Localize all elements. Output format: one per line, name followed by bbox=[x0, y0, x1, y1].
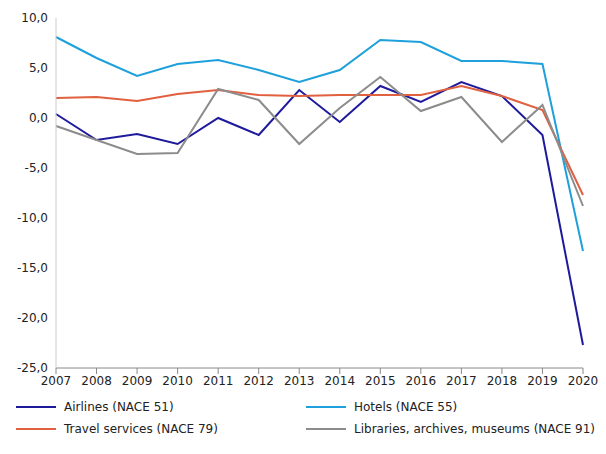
svg-text:2012: 2012 bbox=[243, 374, 274, 388]
svg-text:5,0: 5,0 bbox=[29, 61, 48, 75]
html-text:Hotels (NACE 55): Hotels (NACE 55) bbox=[354, 400, 458, 414]
html-text:Airlines (NACE 51): Airlines (NACE 51) bbox=[64, 400, 174, 414]
svg-text:2015: 2015 bbox=[365, 374, 396, 388]
svg-text:2008: 2008 bbox=[81, 374, 112, 388]
svg-text:2007: 2007 bbox=[41, 374, 72, 388]
svg-text:-10,0: -10,0 bbox=[17, 211, 48, 225]
svg-text:2014: 2014 bbox=[324, 374, 355, 388]
svg-text:-5,0: -5,0 bbox=[25, 161, 48, 175]
svg-text:-25,0: -25,0 bbox=[17, 361, 48, 375]
svg-text:0,0: 0,0 bbox=[29, 111, 48, 125]
svg-text:2009: 2009 bbox=[122, 374, 153, 388]
html-text:Travel services (NACE 79): Travel services (NACE 79) bbox=[64, 422, 218, 436]
html-text:Libraries, archives, museums (: Libraries, archives, museums (NACE 91) bbox=[354, 422, 596, 436]
svg-text:10,0: 10,0 bbox=[21, 11, 48, 25]
svg-text:-15,0: -15,0 bbox=[17, 261, 48, 275]
svg-text:2010: 2010 bbox=[162, 374, 193, 388]
svg-text:2016: 2016 bbox=[406, 374, 437, 388]
svg-text:2013: 2013 bbox=[284, 374, 315, 388]
svg-text:2017: 2017 bbox=[446, 374, 477, 388]
svg-text:2018: 2018 bbox=[487, 374, 518, 388]
svg-text:2011: 2011 bbox=[203, 374, 234, 388]
svg-text:-20,0: -20,0 bbox=[17, 311, 48, 325]
svg-text:2019: 2019 bbox=[527, 374, 558, 388]
svg-text:2020: 2020 bbox=[568, 374, 598, 388]
